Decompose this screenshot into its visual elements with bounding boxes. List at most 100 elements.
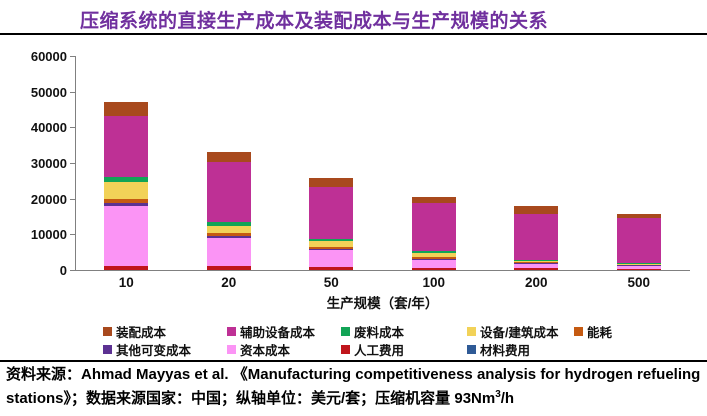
source-note: 资料来源：Ahmad Mayyas et al. 《Manufacturing … [6, 364, 704, 410]
bar-segment-资本成本 [616, 265, 661, 269]
bar-segment-资本成本 [104, 205, 149, 266]
x-tick-label: 500 [627, 275, 651, 290]
x-axis-label: 生产规模（套/年） [326, 296, 439, 311]
legend-item: 辅助设备成本 [227, 322, 341, 341]
bar-segment-废料成本 [616, 263, 661, 265]
legend-label: 装配成本 [116, 325, 167, 340]
x-axis [75, 270, 690, 271]
bar-segment-设备/建筑成本 [206, 225, 251, 234]
bar-segment-资本成本 [411, 259, 456, 268]
bar-segment-装配成本 [206, 151, 251, 162]
legend-swatch-icon [341, 344, 350, 354]
y-tick [70, 56, 75, 57]
x-tick-label: 100 [422, 275, 446, 290]
bar-segment-人工费用 [514, 267, 559, 270]
x-tick-label: 10 [118, 275, 134, 290]
legend-label: 其他可变成本 [116, 343, 192, 358]
bar-segment-能耗 [616, 264, 661, 266]
legend-swatch-icon [103, 326, 112, 336]
legend-swatch-icon [574, 326, 583, 336]
bar-segment-能耗 [206, 233, 251, 236]
legend-swatch-icon [103, 344, 112, 354]
chart-legend: 装配成本 辅助设备成本 废料成本 设备/建筑成本 能耗其他可变成本 资本成本 人工费用 材料费… [103, 322, 703, 358]
legend-label: 资本成本 [240, 343, 291, 358]
bar-segment-人工费用 [104, 265, 149, 270]
legend-swatch-icon [227, 326, 236, 336]
bar-segment-设备/建筑成本 [309, 241, 354, 248]
y-tick-label: 50000 [30, 84, 67, 100]
bar-segment-能耗 [514, 261, 559, 263]
footer-divider [0, 360, 707, 362]
plot-area: 0 10000 20000 30000 40000 50000 60000 10 20 50 100… [0, 40, 707, 310]
legend-item: 能耗 [574, 322, 612, 341]
bar-segment-辅助设备成本 [616, 217, 661, 264]
legend-item: 材料费用 [467, 340, 574, 359]
bar-segment-装配成本 [104, 101, 149, 116]
legend-item: 废料成本 [341, 322, 467, 341]
y-tick [70, 127, 75, 129]
bar-segment-辅助设备成本 [104, 115, 149, 177]
bar-segment-废料成本 [206, 222, 251, 226]
title-bar: 压缩系统的直接生产成本及装配成本与生产规模的关系 [0, 0, 707, 32]
source-text-after: /h [500, 389, 515, 407]
bar-segment-其他可变成本 [514, 262, 559, 264]
bar-segment-设备/建筑成本 [104, 181, 149, 199]
y-tick [70, 270, 75, 271]
bar-segment-能耗 [411, 256, 456, 259]
y-axis [75, 56, 76, 270]
bar-segment-废料成本 [411, 251, 456, 253]
legend-swatch-icon [227, 344, 236, 354]
page-title: 压缩系统的直接生产成本及装配成本与生产规模的关系 [80, 11, 549, 32]
bar-segment-人工费用 [411, 267, 456, 270]
bar-segment-资本成本 [206, 238, 251, 267]
bar-segment-人工费用 [206, 266, 251, 270]
bar-segment-能耗 [104, 199, 149, 203]
bar-segment-其他可变成本 [206, 235, 251, 239]
bar-segment-资本成本 [309, 250, 354, 268]
bar-segment-装配成本 [616, 213, 661, 218]
legend-item: 资本成本 [227, 340, 341, 359]
bar-segment-装配成本 [309, 177, 354, 187]
y-tick [70, 91, 75, 93]
legend-item: 设备/建筑成本 [467, 322, 574, 341]
y-tick [70, 198, 75, 200]
legend-label: 废料成本 [354, 325, 405, 340]
legend-swatch-icon [341, 326, 350, 336]
legend-label: 设备/建筑成本 [480, 325, 559, 340]
source-text: 资料来源：Ahmad Mayyas et al. 《Manufacturing … [6, 366, 701, 407]
legend-label: 材料费用 [480, 343, 531, 358]
y-tick-label: 30000 [30, 156, 67, 171]
legend-swatch-icon [467, 326, 476, 336]
bar-segment-能耗 [309, 247, 354, 249]
y-tick [70, 234, 75, 236]
bar-segment-设备/建筑成本 [514, 260, 559, 262]
legend-row: 其他可变成本 资本成本 人工费用 材料费用 [103, 340, 703, 358]
y-tick-label: 0 [59, 263, 67, 278]
bar-segment-其他可变成本 [309, 248, 354, 251]
bar-segment-装配成本 [411, 196, 456, 204]
x-tick-label: 50 [323, 275, 339, 290]
bar-segment-资本成本 [514, 262, 559, 268]
bar-segment-辅助设备成本 [206, 161, 251, 223]
bar-segment-废料成本 [309, 238, 354, 242]
legend-item: 装配成本 [103, 322, 227, 341]
bar-segment-其他可变成本 [616, 265, 661, 266]
legend-label: 辅助设备成本 [240, 325, 316, 340]
x-tick-label: 20 [221, 275, 237, 290]
bar-segment-其他可变成本 [104, 202, 149, 206]
y-tick-label: 60000 [30, 49, 67, 64]
stacked-bar-chart: 0 10000 20000 30000 40000 50000 60000 10 20 50 100… [0, 40, 707, 311]
legend-label: 人工费用 [354, 343, 405, 358]
legend-item: 其他可变成本 [103, 340, 227, 359]
y-tick-label: 40000 [30, 120, 67, 136]
bar-segment-辅助设备成本 [411, 203, 456, 252]
legend-row: 装配成本 辅助设备成本 废料成本 设备/建筑成本 能耗 [103, 322, 703, 340]
legend-item: 人工费用 [341, 340, 467, 359]
bar-segment-人工费用 [616, 268, 661, 270]
bar-segment-人工费用 [309, 267, 354, 270]
title-divider [0, 33, 707, 35]
y-tick [70, 163, 75, 164]
bar-segment-辅助设备成本 [309, 186, 354, 239]
x-tick-label: 200 [524, 275, 548, 290]
legend-label: 能耗 [587, 325, 613, 340]
